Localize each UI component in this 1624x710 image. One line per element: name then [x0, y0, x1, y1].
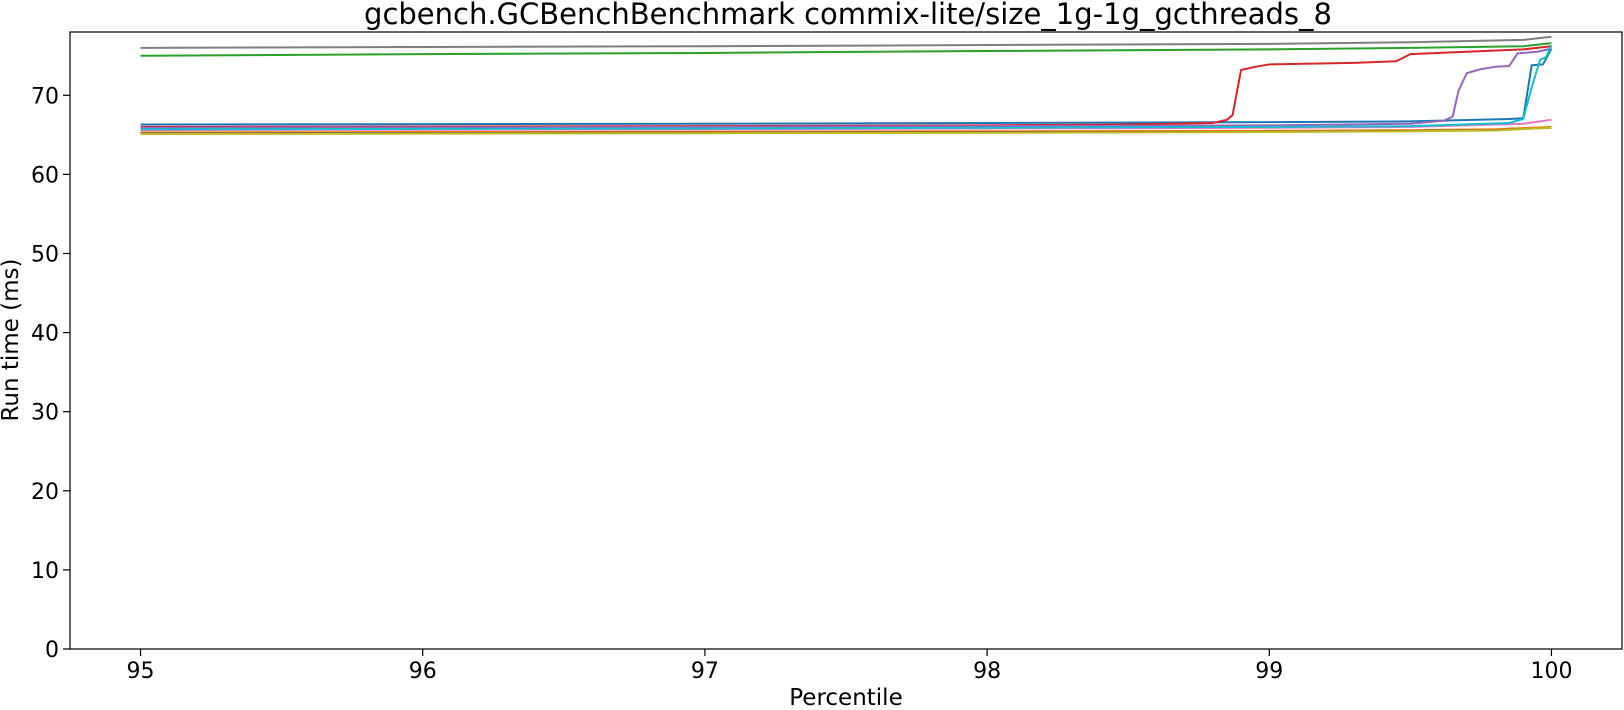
y-tick-label: 10	[31, 559, 59, 584]
y-axis-label: Run time (ms)	[0, 258, 24, 421]
x-tick-label: 100	[1530, 659, 1572, 684]
series-line-4	[140, 45, 1552, 128]
series-line-1	[140, 48, 1553, 126]
x-tick-label: 95	[127, 659, 155, 684]
chart-title: gcbench.GCBenchBenchmark commix-lite/siz…	[364, 0, 1332, 31]
series-line-8	[140, 35, 1552, 49]
y-tick-label: 60	[31, 163, 59, 188]
series-layer	[140, 35, 1553, 136]
x-tick-label: 99	[1255, 659, 1283, 684]
series-line-3	[140, 42, 1552, 57]
x-axis-label: Percentile	[789, 685, 902, 710]
x-tick-label: 96	[409, 659, 437, 684]
series-line-5	[140, 47, 1552, 129]
series-line-10	[140, 45, 1553, 131]
y-tick-label: 30	[31, 401, 59, 426]
y-tick-label: 50	[31, 242, 59, 267]
y-tick-label: 20	[31, 480, 59, 505]
y-tick-label: 70	[31, 84, 59, 109]
x-tick-label: 98	[973, 659, 1001, 684]
plot-frame	[69, 31, 1623, 650]
y-tick-label: 0	[45, 638, 59, 663]
x-tick-label: 97	[691, 659, 719, 684]
series-line-9	[140, 126, 1552, 136]
ticks-layer: 95 96 97 98 99 100 0 10 20 30 40 50 60 70	[31, 84, 1572, 684]
y-tick-label: 40	[31, 322, 59, 347]
